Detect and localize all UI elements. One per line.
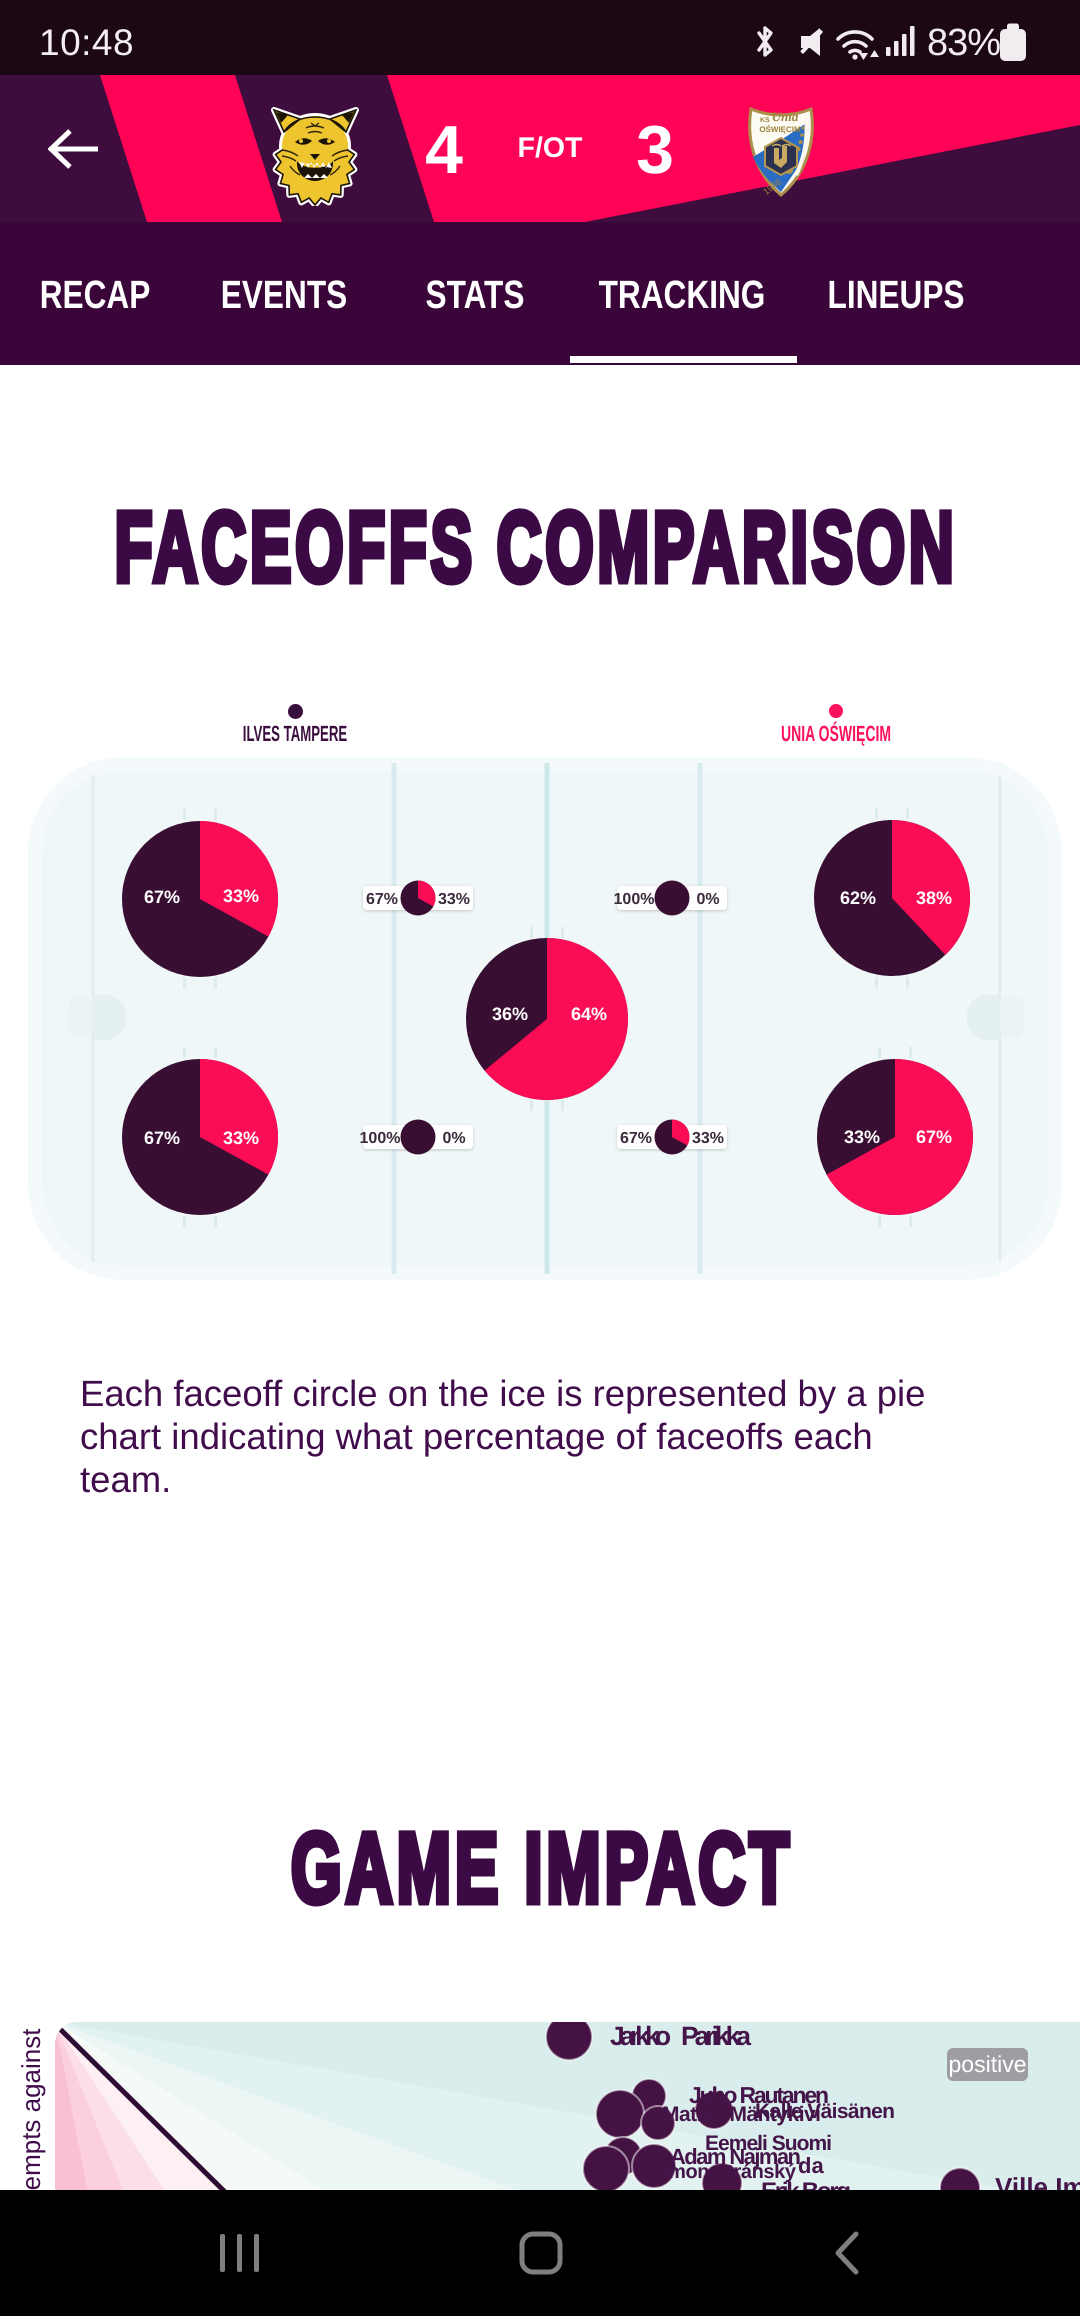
svg-text:33%: 33% xyxy=(438,891,470,908)
svg-text:100%: 100% xyxy=(614,891,655,908)
svg-text:67%: 67% xyxy=(144,887,180,907)
svg-text:36%: 36% xyxy=(492,1004,528,1024)
svg-text:38%: 38% xyxy=(916,888,952,908)
svg-text:Matias Mäntykivi: Matias Mäntykivi xyxy=(662,2103,821,2126)
svg-text:Parikka: Parikka xyxy=(681,2022,751,2051)
svg-text:67%: 67% xyxy=(144,1128,180,1148)
svg-text:0%: 0% xyxy=(442,1130,465,1147)
svg-text:67%: 67% xyxy=(916,1127,952,1147)
svg-text:Unia: Unia xyxy=(772,109,799,124)
svg-text:83%: 83% xyxy=(927,22,1000,62)
svg-text:62%: 62% xyxy=(840,888,876,908)
svg-text:positive: positive xyxy=(949,2051,1027,2077)
svg-text:KS: KS xyxy=(760,117,770,124)
svg-text:67%: 67% xyxy=(366,891,398,908)
svg-text:Šimon Stránský: Šimon Stránský xyxy=(650,2160,797,2183)
svg-text:67%: 67% xyxy=(620,1130,652,1147)
svg-text:33%: 33% xyxy=(692,1130,724,1147)
svg-text:33%: 33% xyxy=(223,886,259,906)
svg-text:da: da xyxy=(798,2153,824,2178)
svg-text:100%: 100% xyxy=(360,1130,401,1147)
svg-text:Ville Immonen: Ville Immonen xyxy=(995,2172,1080,2190)
svg-text:Juho Rautanen: Juho Rautanen xyxy=(689,2082,829,2108)
svg-text:Adam Najman: Adam Najman xyxy=(670,2144,801,2169)
svg-text:33%: 33% xyxy=(844,1127,880,1147)
svg-text:0%: 0% xyxy=(696,891,719,908)
svg-text:Jarkko: Jarkko xyxy=(610,2022,671,2051)
svg-text:64%: 64% xyxy=(571,1004,607,1024)
svg-text:Erik Borg: Erik Borg xyxy=(761,2178,851,2190)
svg-text:33%: 33% xyxy=(223,1128,259,1148)
svg-text:Eemeli Suomi: Eemeli Suomi xyxy=(705,2132,832,2155)
svg-text:Kalle Väisänen: Kalle Väisänen xyxy=(755,2100,895,2123)
svg-text:OŚWIĘCIM: OŚWIĘCIM xyxy=(759,124,801,134)
